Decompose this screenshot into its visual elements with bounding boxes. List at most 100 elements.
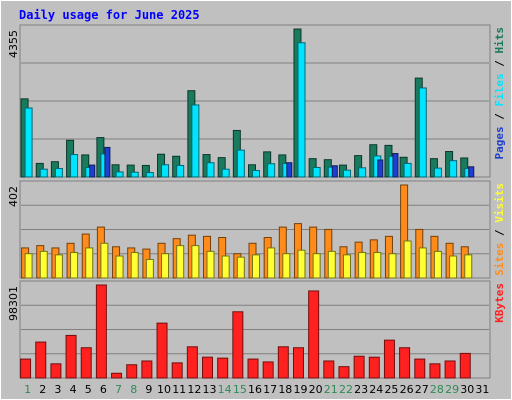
bar-sites-day-28 [433, 250, 442, 279]
series-kbytes [20, 284, 471, 379]
bar-kbytes-day-5 [80, 347, 92, 379]
legend-entry-kbytes: KBytes [493, 283, 506, 323]
bar-files-day-16 [252, 170, 260, 178]
bar-kbytes-day-12 [186, 346, 198, 379]
max-label: 402 [7, 186, 20, 207]
chart-title: Daily usage for June 2025 [19, 8, 200, 22]
bar-sites-day-6 [100, 242, 109, 279]
day-label-18: 18 [278, 383, 292, 396]
bar-kbytes-day-28 [429, 363, 441, 379]
bar-sites-day-4 [70, 252, 79, 279]
day-label-16: 16 [248, 383, 262, 396]
bar-sites-day-14 [221, 255, 230, 279]
bar-sites-day-26 [403, 240, 412, 279]
bar-files-day-4 [70, 154, 79, 178]
day-label-13: 13 [203, 383, 217, 396]
day-label-7: 7 [115, 383, 122, 396]
bar-files-day-7 [115, 171, 124, 178]
bar-sites-day-21 [327, 250, 336, 279]
day-label-30: 30 [460, 383, 474, 396]
day-label-14: 14 [218, 383, 232, 396]
day-label-9: 9 [145, 383, 152, 396]
day-label-1: 1 [24, 383, 31, 396]
day-label-19: 19 [293, 383, 307, 396]
bar-files-day-27 [418, 87, 427, 178]
bar-kbytes-day-23 [353, 355, 365, 379]
bar-kbytes-day-3 [50, 363, 62, 379]
bar-files-day-19 [297, 42, 306, 178]
bar-files-day-22 [342, 169, 351, 178]
day-label-12: 12 [187, 383, 201, 396]
bar-kbytes-day-15 [232, 311, 244, 379]
bar-sites-day-2 [39, 250, 48, 279]
day-label-20: 20 [309, 383, 323, 396]
bar-files-day-17 [267, 163, 276, 178]
bar-sites-day-15 [236, 256, 245, 279]
legend-entry-hits: Hits [493, 27, 506, 54]
day-label-28: 28 [430, 383, 444, 396]
legend-visits_sites: Sites / Visits [493, 183, 506, 276]
bar-kbytes-day-20 [308, 290, 320, 379]
legend-entry-sites: Sites [493, 243, 506, 276]
bar-kbytes-day-24 [368, 356, 380, 379]
day-label-8: 8 [130, 383, 137, 396]
day-label-4: 4 [70, 383, 77, 396]
bar-sites-day-18 [282, 253, 291, 279]
bar-kbytes-day-30 [459, 352, 471, 379]
bar-kbytes-day-27 [414, 358, 426, 379]
bar-pages-day-30 [468, 166, 475, 178]
bar-pages-day-5 [89, 164, 96, 178]
day-label-24: 24 [369, 383, 383, 396]
panel-kbytes: 98301 KBytes [7, 280, 506, 379]
legend-entry-pages: Pages [493, 126, 506, 159]
bar-sites-day-30 [464, 254, 473, 279]
chart-panels: 4355 Pages / Files / Hits 402 Sites / Visit… [7, 24, 506, 379]
bar-kbytes-day-21 [323, 360, 335, 379]
bar-sites-day-10 [161, 253, 170, 279]
bar-kbytes-day-6 [95, 284, 107, 379]
bar-sites-day-20 [312, 253, 321, 279]
bar-files-day-13 [206, 162, 215, 178]
bar-sites-day-27 [418, 247, 427, 279]
bar-kbytes-day-1 [20, 358, 32, 379]
day-label-11: 11 [172, 383, 186, 396]
bar-files-day-9 [145, 172, 154, 178]
bar-files-day-28 [433, 167, 442, 178]
bar-sites-day-16 [252, 254, 260, 279]
bar-kbytes-day-13 [202, 356, 214, 379]
bar-kbytes-day-16 [247, 358, 259, 379]
legend-separator: / [493, 54, 506, 74]
x-axis-day-labels: 1 2 3 4 5 6 7 8 9 10 11 12 13 14 15 16 17 18 19 20 21 22 23 24 2… [24, 383, 489, 396]
bar-sites-day-22 [342, 254, 351, 279]
bar-files-day-8 [130, 171, 139, 178]
bar-kbytes-day-8 [126, 364, 138, 379]
bar-kbytes-day-14 [217, 357, 229, 379]
day-label-25: 25 [384, 383, 398, 396]
day-label-17: 17 [263, 383, 277, 396]
bar-sites-day-11 [176, 245, 185, 279]
day-label-26: 26 [400, 383, 414, 396]
bar-files-day-29 [449, 160, 458, 178]
bar-kbytes-day-18 [277, 346, 289, 379]
day-label-5: 5 [85, 383, 92, 396]
day-label-10: 10 [157, 383, 171, 396]
bar-sites-day-8 [130, 252, 139, 279]
series-pages [89, 146, 475, 178]
bar-files-day-10 [161, 164, 170, 178]
bar-kbytes-day-7 [111, 372, 123, 379]
bar-kbytes-day-22 [338, 366, 350, 379]
bar-sites-day-25 [388, 253, 397, 279]
day-label-6: 6 [100, 383, 107, 396]
day-label-22: 22 [339, 383, 353, 396]
legend-entry-visits: Visits [493, 183, 506, 223]
legend-separator: / [493, 107, 506, 127]
panel-visits_sites: 402 Sites / Visits [7, 180, 506, 279]
bar-kbytes-day-10 [156, 322, 168, 379]
bar-kbytes-day-29 [444, 360, 456, 379]
bar-files-day-1 [24, 107, 33, 178]
bar-files-day-11 [176, 164, 185, 178]
bar-kbytes-day-19 [292, 347, 304, 379]
bar-pages-day-25 [392, 153, 399, 178]
bar-sites-day-7 [115, 255, 124, 279]
